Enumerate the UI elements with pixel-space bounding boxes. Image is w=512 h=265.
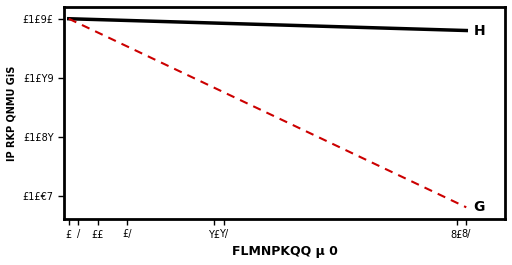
Y-axis label: IP RKP QNMU GiS: IP RKP QNMU GiS	[7, 65, 17, 161]
Text: G: G	[474, 200, 485, 214]
Text: H: H	[474, 24, 485, 38]
X-axis label: FLMNPKQQ μ 0: FLMNPKQQ μ 0	[231, 245, 337, 258]
